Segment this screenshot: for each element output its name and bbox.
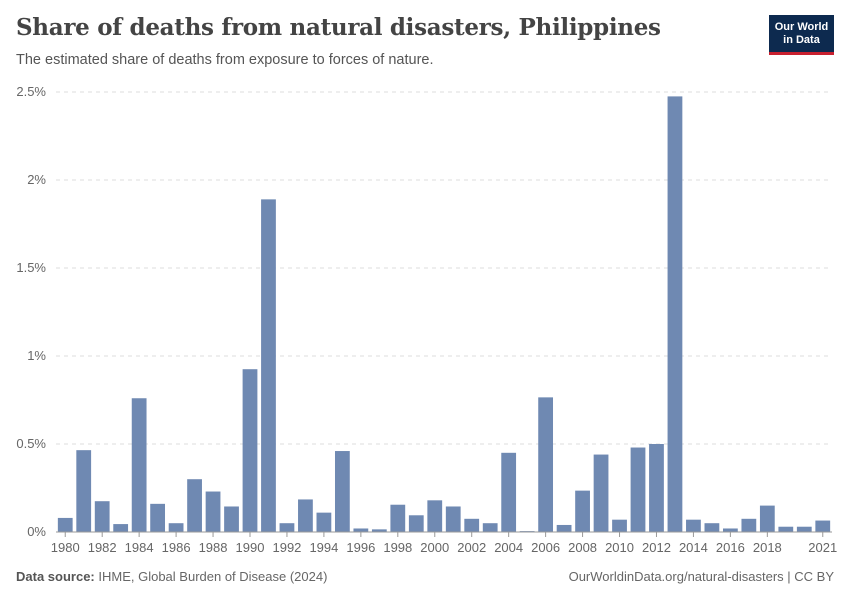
bar-2007: [556, 524, 572, 532]
bar-2004: [501, 452, 517, 532]
x-tick-label: 2000: [420, 540, 449, 555]
bar-1993: [298, 499, 313, 532]
bar-2015: [704, 523, 720, 532]
bar-1981: [76, 450, 92, 532]
logo-line-1: Our World: [774, 20, 829, 33]
x-tick-label: 2021: [808, 540, 837, 555]
bar-1990: [242, 369, 258, 532]
data-source-text: IHME, Global Burden of Disease (2024): [98, 569, 328, 584]
x-tick-label: 2006: [531, 540, 560, 555]
bar-2009: [593, 454, 609, 532]
bar-1997: [371, 529, 387, 532]
chart-title: Share of deaths from natural disasters, …: [16, 14, 661, 41]
logo-line-2: in Data: [783, 33, 820, 46]
bar-1980: [57, 517, 73, 532]
bar-2021: [815, 520, 831, 532]
x-tick-label: 2016: [716, 540, 745, 555]
bar-2008: [575, 490, 590, 532]
bar-2019: [778, 526, 794, 532]
x-tick-label: 1998: [383, 540, 412, 555]
x-tick-label: 1980: [51, 540, 80, 555]
bar-1994: [316, 512, 332, 532]
bar-2020: [796, 526, 812, 532]
bar-2010: [612, 519, 627, 532]
bar-2013: [667, 96, 683, 533]
bar-1988: [205, 491, 221, 532]
bar-1989: [224, 506, 239, 532]
x-tick-label: 2004: [494, 540, 523, 555]
bar-1995: [334, 451, 350, 532]
y-tick-label: 2%: [27, 172, 46, 187]
bar-2003: [482, 523, 498, 532]
x-tick-label: 1984: [125, 540, 154, 555]
bar-1996: [353, 528, 369, 532]
data-source: Data source: IHME, Global Burden of Dise…: [16, 569, 327, 584]
bar-2016: [722, 528, 738, 532]
bar-2017: [741, 518, 757, 532]
x-tick-label: 2014: [679, 540, 708, 555]
bar-2002: [464, 518, 480, 532]
bar-1991: [261, 199, 276, 533]
y-tick-label: 1.5%: [16, 260, 46, 275]
x-tick-label: 1990: [236, 540, 265, 555]
chart-subtitle: The estimated share of deaths from expos…: [16, 52, 434, 68]
bar-2000: [427, 500, 443, 532]
bar-1992: [279, 523, 295, 532]
x-tick-label: 2002: [457, 540, 486, 555]
x-tick-label: 1996: [346, 540, 375, 555]
source-link[interactable]: OurWorldinData.org/natural-disasters | C…: [568, 569, 834, 584]
x-tick-label: 1982: [88, 540, 117, 555]
bar-2012: [649, 444, 664, 532]
x-tick-label: 2010: [605, 540, 634, 555]
bar-2011: [630, 447, 646, 532]
bar-1987: [187, 479, 202, 532]
bar-1999: [408, 515, 424, 532]
x-tick-label: 1986: [162, 540, 191, 555]
bar-1985: [150, 503, 166, 532]
owid-logo[interactable]: Our World in Data: [769, 15, 834, 55]
x-tick-label: 1994: [309, 540, 338, 555]
y-tick-label: 1%: [27, 348, 46, 363]
bar-2006: [538, 397, 554, 532]
x-tick-label: 2008: [568, 540, 597, 555]
x-tick-label: 2018: [753, 540, 782, 555]
y-tick-label: 2.5%: [16, 84, 46, 99]
bar-2001: [445, 506, 461, 532]
bar-2018: [759, 505, 775, 532]
bar-1982: [94, 501, 110, 532]
bar-1984: [131, 398, 147, 532]
data-source-label: Data source:: [16, 569, 95, 584]
y-tick-label: 0%: [27, 524, 46, 539]
bar-1998: [390, 504, 406, 532]
x-tick-label: 1988: [199, 540, 228, 555]
x-tick-label: 2012: [642, 540, 671, 555]
y-tick-label: 0.5%: [16, 436, 46, 451]
bar-1983: [113, 524, 129, 532]
bar-2014: [686, 519, 701, 532]
x-tick-label: 1992: [272, 540, 301, 555]
bar-1986: [168, 523, 184, 532]
